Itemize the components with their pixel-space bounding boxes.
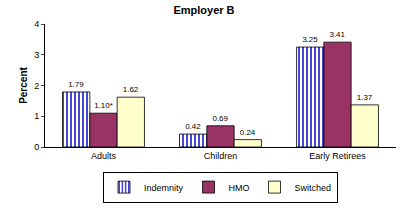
- svg-text:0.42: 0.42: [185, 122, 201, 131]
- svg-text:3: 3: [34, 50, 39, 60]
- svg-text:Employer B: Employer B: [173, 4, 234, 16]
- svg-text:HMO: HMO: [229, 183, 250, 193]
- svg-text:2: 2: [34, 81, 39, 91]
- svg-text:Percent: Percent: [18, 66, 29, 103]
- svg-text:1.62: 1.62: [123, 85, 139, 94]
- svg-text:0.69: 0.69: [212, 114, 228, 123]
- svg-text:4: 4: [34, 19, 39, 29]
- svg-text:1.79: 1.79: [68, 80, 84, 89]
- svg-text:Adults: Adults: [91, 151, 117, 161]
- svg-text:1.10*: 1.10*: [94, 101, 113, 110]
- svg-text:1.37: 1.37: [357, 93, 373, 102]
- svg-text:Indemnity: Indemnity: [144, 183, 184, 193]
- svg-text:3.25: 3.25: [302, 35, 318, 44]
- svg-text:3.41: 3.41: [329, 30, 345, 39]
- svg-text:1: 1: [34, 111, 39, 121]
- svg-text:0: 0: [34, 142, 39, 152]
- svg-text:0.24: 0.24: [240, 128, 256, 137]
- svg-text:Switched: Switched: [295, 183, 332, 193]
- svg-text:Early Retirees: Early Retirees: [309, 151, 366, 161]
- svg-text:Children: Children: [204, 151, 238, 161]
